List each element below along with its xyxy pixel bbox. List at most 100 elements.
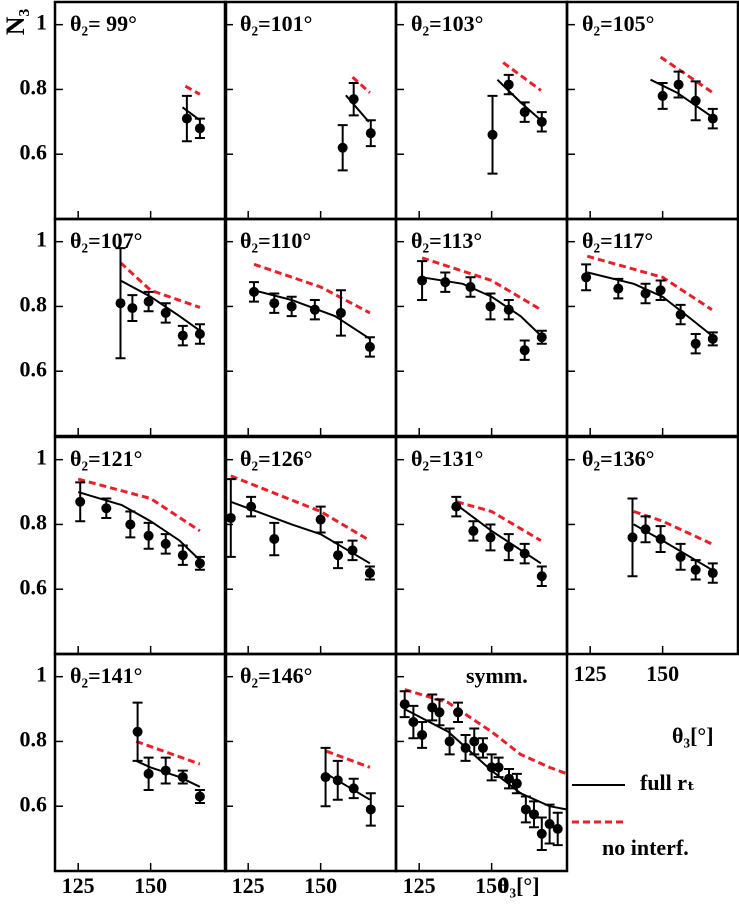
no-interference-curve [421, 256, 542, 311]
data-point [707, 113, 718, 124]
panel: θ₂=105° [565, 0, 739, 221]
data-point [315, 514, 326, 525]
panel-title: θ₂=126° [240, 446, 312, 471]
data-point [487, 129, 498, 140]
no-interference-curve [119, 261, 201, 309]
panel-title: symm. [466, 663, 528, 688]
panel: 0.6 0.8 1 θ₂= 99° [20, 0, 228, 221]
y-tick-label: 1 [36, 227, 47, 252]
panel-title: θ₂=131° [411, 446, 483, 471]
data-point [417, 275, 428, 286]
data-point [503, 304, 514, 315]
x-tick-label: 125 [574, 661, 607, 686]
full-curve [253, 289, 371, 340]
x-tick-label: 125 [232, 873, 265, 898]
panel-title: θ₂=110° [240, 228, 311, 253]
data-point [460, 742, 471, 753]
data-point [465, 282, 476, 293]
no-interference-curve [633, 510, 713, 546]
data-point [248, 286, 259, 297]
data-point [440, 277, 451, 288]
data-point [127, 303, 138, 314]
panel-title: θ₂=101° [240, 11, 312, 36]
data-point [194, 791, 205, 802]
data-point [348, 94, 359, 105]
data-point [707, 568, 718, 579]
no-interference-curve [325, 749, 371, 769]
data-point [365, 804, 376, 815]
data-point [536, 828, 547, 839]
y-tick-label: 0.8 [20, 509, 48, 534]
data-point [453, 707, 464, 718]
data-point [177, 550, 188, 561]
data-point [519, 107, 530, 118]
x-tick-label: 125 [62, 873, 95, 898]
data-point [417, 729, 428, 740]
full-curve [230, 500, 371, 565]
data-point [332, 775, 343, 786]
data-point [536, 332, 547, 343]
x-axis-label: θ₃[°] [498, 873, 540, 898]
y-tick-label: 0.6 [20, 791, 48, 816]
panel: 0.6 0.8 1 125 150 θ₂=141° [20, 652, 228, 898]
legend-label: no interf. [602, 835, 689, 860]
panel: θ₂=117° [565, 217, 739, 438]
data-point [485, 301, 496, 312]
panel: 125 150 symm. [394, 652, 569, 898]
data-point [675, 309, 686, 320]
data-point [690, 95, 701, 106]
data-point [581, 272, 592, 283]
no-interference-curve [77, 477, 201, 533]
data-point [640, 524, 651, 535]
y-tick-label: 0.6 [20, 574, 48, 599]
data-point [519, 345, 530, 356]
data-point [493, 762, 504, 773]
x-tick-label: 150 [304, 873, 337, 898]
panel-title: θ₂=146° [240, 663, 312, 688]
no-interference-curve [184, 84, 201, 96]
data-point [101, 503, 112, 514]
panel: θ₂=113° [394, 217, 569, 438]
data-point [536, 116, 547, 127]
panel: θ₂=101° [223, 0, 398, 221]
data-point [690, 338, 701, 349]
data-point [655, 285, 666, 296]
x-tick-label: 150 [134, 873, 167, 898]
no-interference-curve [351, 75, 371, 94]
data-point [536, 571, 547, 582]
data-point [115, 298, 126, 309]
panel-title: θ₂=141° [70, 663, 142, 688]
data-point [408, 717, 419, 728]
data-point [434, 707, 445, 718]
x-tick-label: 150 [475, 873, 508, 898]
data-point [269, 298, 280, 309]
panel: 0.6 0.8 1 θ₂=107° [20, 217, 228, 438]
panel: θ₂=110° [223, 217, 398, 438]
no-interference-curve [586, 254, 713, 311]
data-point [627, 532, 638, 543]
panel: θ₂=103° [394, 0, 569, 221]
data-point [485, 532, 496, 543]
panel-title: θ₂=105° [582, 11, 654, 36]
y-tick-label: 0.8 [20, 74, 48, 99]
data-point [657, 90, 668, 101]
data-point [143, 530, 154, 541]
y-tick-label: 0.8 [20, 291, 48, 316]
data-point [132, 726, 143, 737]
data-point [451, 501, 462, 512]
panel-title: θ₂=136° [582, 446, 654, 471]
full-curve [421, 276, 542, 337]
data-point [504, 773, 515, 784]
data-point [225, 512, 236, 523]
panel-title: θ₂=117° [582, 228, 653, 253]
data-point [613, 283, 624, 294]
y-tick-label: 1 [36, 662, 47, 687]
data-point [160, 538, 171, 549]
data-point [675, 551, 686, 562]
data-point [335, 307, 346, 318]
data-point [477, 742, 488, 753]
data-point [348, 783, 359, 794]
data-point [486, 762, 497, 773]
panel-title: θ₂=103° [411, 11, 483, 36]
